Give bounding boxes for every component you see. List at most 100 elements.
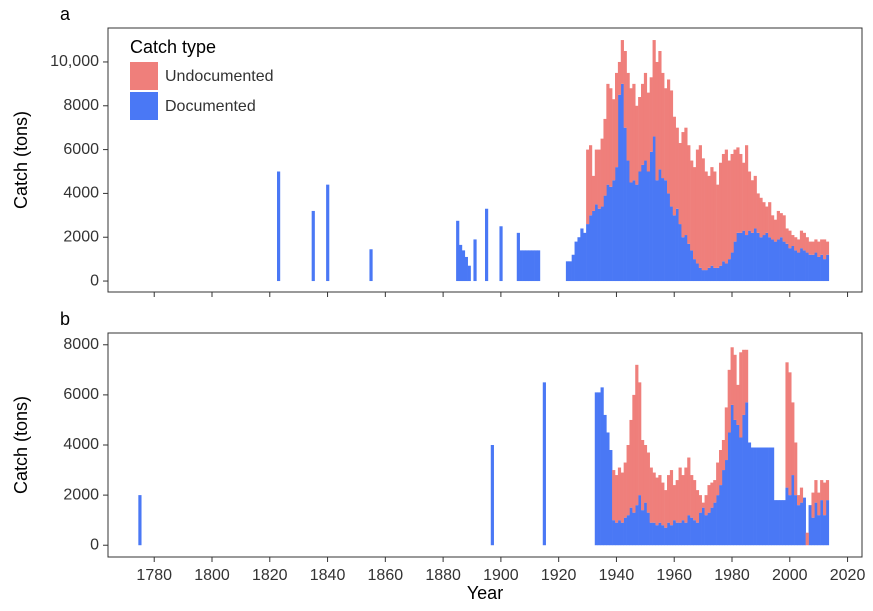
x-tick-label: 1800	[194, 567, 230, 584]
bar	[664, 180, 668, 282]
bar	[745, 402, 749, 546]
bar	[464, 256, 468, 282]
bar	[568, 261, 572, 282]
bar	[750, 232, 754, 282]
bar	[716, 462, 720, 496]
plot-frame	[107, 27, 863, 293]
bar	[745, 235, 749, 282]
bar	[791, 235, 795, 246]
x-tick-label: 1780	[136, 567, 172, 584]
bar	[779, 237, 783, 282]
bar	[461, 250, 466, 282]
bar	[716, 495, 720, 546]
bar	[641, 164, 645, 282]
bar	[603, 414, 607, 546]
bar	[799, 230, 804, 249]
bar	[586, 149, 590, 225]
bar	[519, 250, 523, 282]
bar	[655, 180, 659, 282]
bar	[609, 88, 613, 187]
bar	[825, 480, 830, 501]
bar	[661, 525, 665, 546]
x-tick-label: 1980	[714, 567, 750, 584]
bar	[779, 213, 783, 238]
bar	[782, 215, 786, 242]
bar	[768, 447, 772, 546]
bar	[782, 241, 786, 282]
bar	[776, 210, 780, 240]
bar	[664, 490, 668, 528]
bar	[565, 261, 570, 282]
bar	[589, 215, 593, 282]
bar	[823, 239, 827, 260]
bar	[814, 480, 818, 503]
bar	[808, 241, 812, 255]
bar	[661, 72, 665, 179]
bar	[594, 392, 598, 546]
bar	[704, 270, 708, 282]
bar	[759, 447, 763, 546]
bar	[779, 500, 783, 546]
bar	[687, 515, 691, 546]
bar	[733, 149, 737, 242]
legend-swatch	[130, 92, 158, 120]
bar	[638, 171, 642, 282]
bar	[707, 267, 711, 282]
bar	[326, 184, 330, 282]
bar	[794, 495, 798, 546]
bar	[753, 175, 757, 229]
bar	[762, 202, 766, 236]
bar	[742, 230, 746, 282]
bar	[721, 153, 726, 262]
bar	[675, 127, 679, 209]
bar	[612, 520, 616, 546]
bar	[597, 392, 601, 546]
bar	[716, 267, 720, 282]
bar	[635, 184, 639, 282]
bar	[811, 517, 815, 546]
bar	[817, 492, 821, 516]
bar	[730, 347, 734, 405]
bar	[690, 160, 694, 251]
bar	[785, 243, 789, 282]
bar	[805, 252, 809, 282]
y-tick-label: 6000	[63, 141, 99, 158]
bar	[632, 394, 636, 513]
y-tick-label: 8000	[63, 97, 99, 114]
bar	[632, 180, 636, 282]
x-tick-label: 1820	[252, 567, 288, 584]
bar	[742, 162, 746, 231]
bar	[643, 445, 648, 503]
bar	[652, 40, 656, 137]
bar	[704, 515, 708, 546]
bar	[710, 482, 714, 508]
bar	[776, 239, 780, 282]
bar	[698, 512, 702, 546]
bar	[606, 184, 610, 282]
bar	[690, 517, 694, 546]
bar	[638, 495, 642, 546]
bar	[528, 250, 532, 282]
bar	[693, 520, 697, 546]
bar	[713, 502, 717, 546]
bar	[675, 480, 679, 523]
bar	[537, 250, 541, 282]
bar	[672, 116, 676, 216]
bar	[765, 206, 769, 233]
bar	[817, 256, 821, 282]
bar	[661, 178, 665, 282]
bar	[747, 442, 752, 546]
bar	[791, 245, 795, 282]
bar	[646, 512, 650, 546]
bar	[597, 149, 601, 209]
y-axis-label: Catch (tons)	[11, 396, 31, 494]
bar	[768, 237, 772, 282]
bar	[707, 512, 711, 546]
bar	[820, 500, 824, 546]
bar	[719, 485, 723, 546]
bar	[825, 241, 830, 255]
bar	[684, 235, 688, 282]
bar	[710, 167, 714, 266]
y-tick-label: 10,000	[50, 53, 99, 70]
